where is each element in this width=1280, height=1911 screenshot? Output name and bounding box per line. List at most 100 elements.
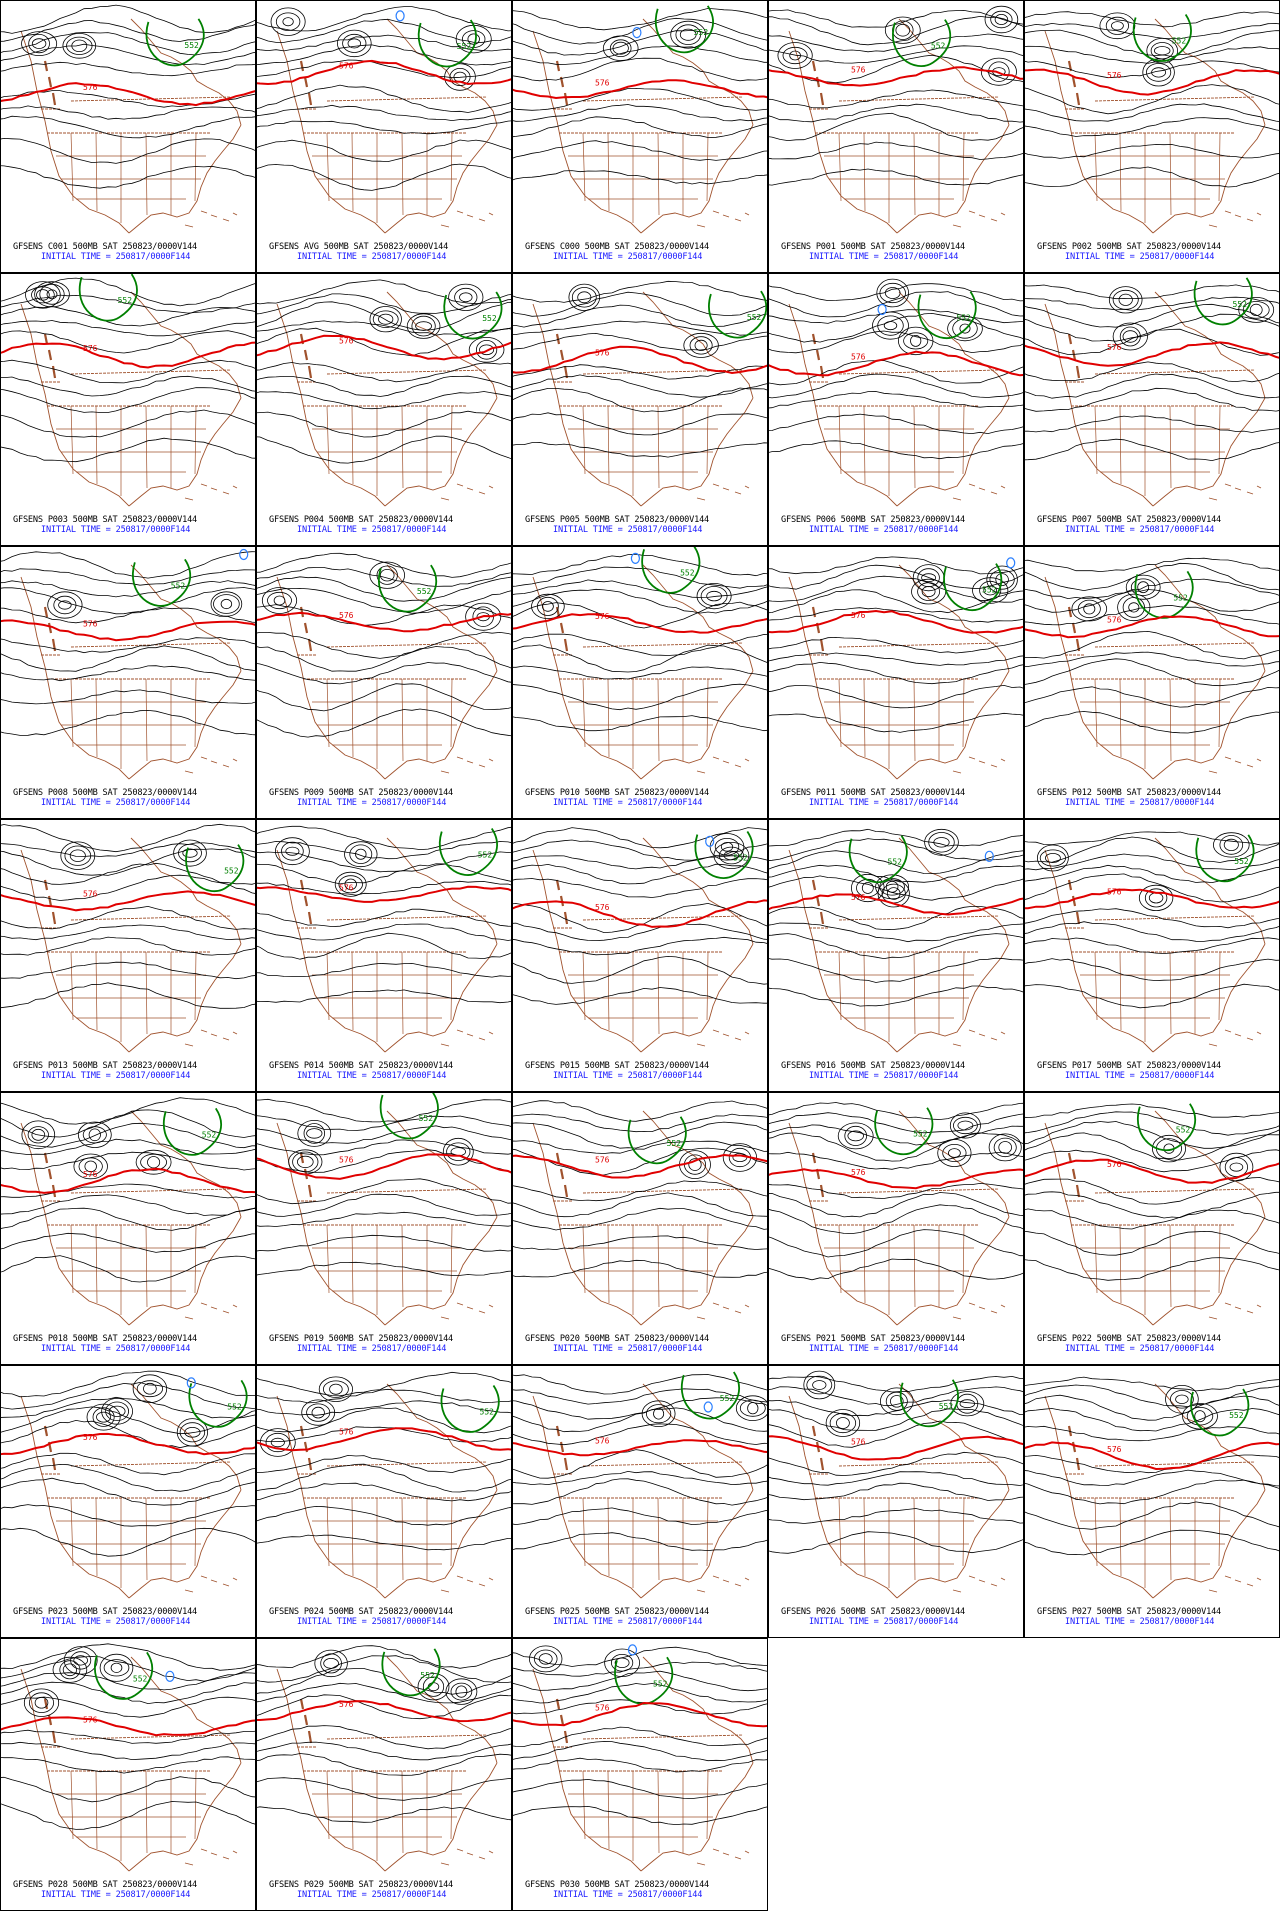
height-contour-map: 552 576 — [513, 1100, 767, 1326]
contour-label-552: 552 — [982, 586, 997, 595]
contour-552 — [614, 1656, 674, 1705]
contour-label-552: 552 — [1234, 857, 1249, 866]
ensemble-member-panel: 552 576 GFSENS P004 500MB SAT 250823/0000V… — [256, 273, 512, 546]
panel-initial-time: INITIAL TIME = 250817/0000F144 — [297, 1071, 447, 1081]
contour-552 — [163, 1107, 223, 1156]
contour-label-576: 576 — [83, 1433, 98, 1442]
ensemble-member-panel: 552 576 GFSENS P010 500MB SAT 250823/0000V… — [512, 546, 768, 819]
height-contours — [769, 278, 1023, 460]
panel-caption: GFSENS P001 500MB SAT 250823/0000V144 — [781, 242, 966, 252]
ensemble-member-panel: 552 576 GFSENS C000 500MB SAT 250823/0000V… — [512, 0, 768, 273]
panel-caption: GFSENS P019 500MB SAT 250823/0000V144 — [269, 1334, 454, 1344]
contour-label-576: 576 — [339, 62, 354, 71]
height-contour-map: 552 576 — [257, 1371, 511, 1599]
height-contour-map: 552 576 — [1025, 1103, 1279, 1326]
geography-layer — [788, 18, 1010, 234]
height-contour-map: 552 576 — [769, 828, 1023, 1053]
contour-552 — [874, 1107, 934, 1156]
contour-552 — [1137, 1103, 1197, 1152]
panel-caption: GFSENS P004 500MB SAT 250823/0000V144 — [269, 515, 454, 525]
geography-layer — [276, 564, 498, 780]
ensemble-member-panel: 552 576 GFSENS P028 500MB SAT 250823/0000V… — [0, 1638, 256, 1911]
height-contours — [257, 279, 511, 464]
ensemble-member-panel: 552 576 GFSENS P011 500MB SAT 250823/0000V… — [768, 546, 1024, 819]
contour-552 — [681, 1371, 741, 1420]
height-contours — [1, 551, 255, 736]
contour-576 — [257, 1427, 511, 1452]
height-contours — [257, 825, 511, 1004]
panel-initial-time: INITIAL TIME = 250817/0000F144 — [1065, 1617, 1215, 1627]
geography-layer — [788, 837, 1010, 1053]
panel-caption: GFSENS C000 500MB SAT 250823/0000V144 — [525, 242, 710, 252]
panel-caption: GFSENS P008 500MB SAT 250823/0000V144 — [13, 788, 198, 798]
contour-label-552: 552 — [1229, 1411, 1244, 1420]
contour-576 — [257, 59, 511, 86]
contour-552 — [1134, 570, 1194, 619]
height-contours — [257, 552, 511, 738]
ensemble-member-panel: 552 576 GFSENS P026 500MB SAT 250823/0000V… — [768, 1365, 1024, 1638]
height-contours — [1025, 557, 1279, 734]
panel-initial-time: INITIAL TIME = 250817/0000F144 — [809, 1344, 959, 1354]
panel-initial-time: INITIAL TIME = 250817/0000F144 — [41, 1890, 191, 1900]
ensemble-member-panel: 552 576 GFSENS P025 500MB SAT 250823/0000V… — [512, 1365, 768, 1638]
panel-initial-time: INITIAL TIME = 250817/0000F144 — [1065, 252, 1215, 262]
contour-label-576: 576 — [1107, 71, 1122, 80]
ensemble-member-panel: 552 576 GFSENS P007 500MB SAT 250823/0000V… — [1024, 273, 1280, 546]
geography-layer — [532, 18, 754, 234]
height-contours — [1025, 284, 1279, 462]
height-contour-map: 552 576 — [769, 556, 1023, 780]
contour-552 — [899, 1379, 959, 1428]
contour-label-576: 576 — [1107, 615, 1122, 624]
panel-initial-time: INITIAL TIME = 250817/0000F144 — [809, 252, 959, 262]
contour-576 — [769, 1168, 1023, 1190]
contour-552 — [78, 274, 138, 322]
contour-label-552: 552 — [118, 296, 133, 305]
panel-initial-time: INITIAL TIME = 250817/0000F144 — [553, 525, 703, 535]
height-contour-map: 552 576 — [769, 1370, 1023, 1599]
contour-label-576: 576 — [339, 611, 354, 620]
panel-initial-time: INITIAL TIME = 250817/0000F144 — [809, 1617, 959, 1627]
contour-label-552: 552 — [482, 314, 497, 323]
geography-layer — [20, 837, 242, 1053]
contour-576 — [769, 609, 1023, 634]
contour-576 — [257, 885, 511, 903]
panel-initial-time: INITIAL TIME = 250817/0000F144 — [553, 1617, 703, 1627]
ensemble-member-panel: 552 576 GFSENS P024 500MB SAT 250823/0000V… — [256, 1365, 512, 1638]
ensemble-member-panel: 552 576 GFSENS P023 500MB SAT 250823/0000V… — [0, 1365, 256, 1638]
contour-576 — [1025, 1441, 1279, 1471]
low-core-contour — [627, 1644, 638, 1656]
ensemble-member-panel: 552 576 GFSENS P021 500MB SAT 250823/0000V… — [768, 1092, 1024, 1365]
contour-552 — [1190, 1388, 1250, 1437]
panel-caption: GFSENS P003 500MB SAT 250823/0000V144 — [13, 515, 198, 525]
contour-552 — [641, 547, 701, 594]
geography-layer — [1044, 18, 1266, 234]
contour-label-576: 576 — [851, 1437, 866, 1446]
height-contours — [257, 1371, 511, 1551]
contour-label-576: 576 — [851, 353, 866, 362]
height-contour-map: 552 576 — [1, 1643, 255, 1872]
ensemble-member-panel: 552 576 GFSENS P029 500MB SAT 250823/0000V… — [256, 1638, 512, 1911]
ensemble-member-panel: 552 576 GFSENS P018 500MB SAT 250823/0000V… — [0, 1092, 256, 1365]
geography-layer — [788, 564, 1010, 780]
panel-initial-time: INITIAL TIME = 250817/0000F144 — [553, 1344, 703, 1354]
height-contour-map: 552 576 — [513, 280, 767, 507]
contour-label-576: 576 — [83, 619, 98, 628]
contour-576 — [769, 1435, 1023, 1461]
height-contour-map: 552 576 — [513, 827, 767, 1053]
contour-576 — [513, 1701, 767, 1728]
contour-label-576: 576 — [595, 1703, 610, 1712]
panel-initial-time: INITIAL TIME = 250817/0000F144 — [297, 252, 447, 262]
height-contours — [769, 828, 1023, 1007]
contour-label-552: 552 — [694, 28, 709, 37]
height-contours — [1, 1643, 255, 1830]
contour-552 — [185, 844, 245, 893]
contour-label-576: 576 — [339, 883, 354, 892]
low-core-contour — [165, 1670, 175, 1682]
panel-caption: GFSENS P020 500MB SAT 250823/0000V144 — [525, 1334, 710, 1344]
panel-initial-time: INITIAL TIME = 250817/0000F144 — [1065, 1071, 1215, 1081]
height-contours — [769, 1102, 1023, 1281]
panel-caption: GFSENS P006 500MB SAT 250823/0000V144 — [781, 515, 966, 525]
contour-552 — [708, 290, 767, 339]
panel-initial-time: INITIAL TIME = 250817/0000F144 — [809, 798, 959, 808]
contour-576 — [1025, 888, 1279, 910]
